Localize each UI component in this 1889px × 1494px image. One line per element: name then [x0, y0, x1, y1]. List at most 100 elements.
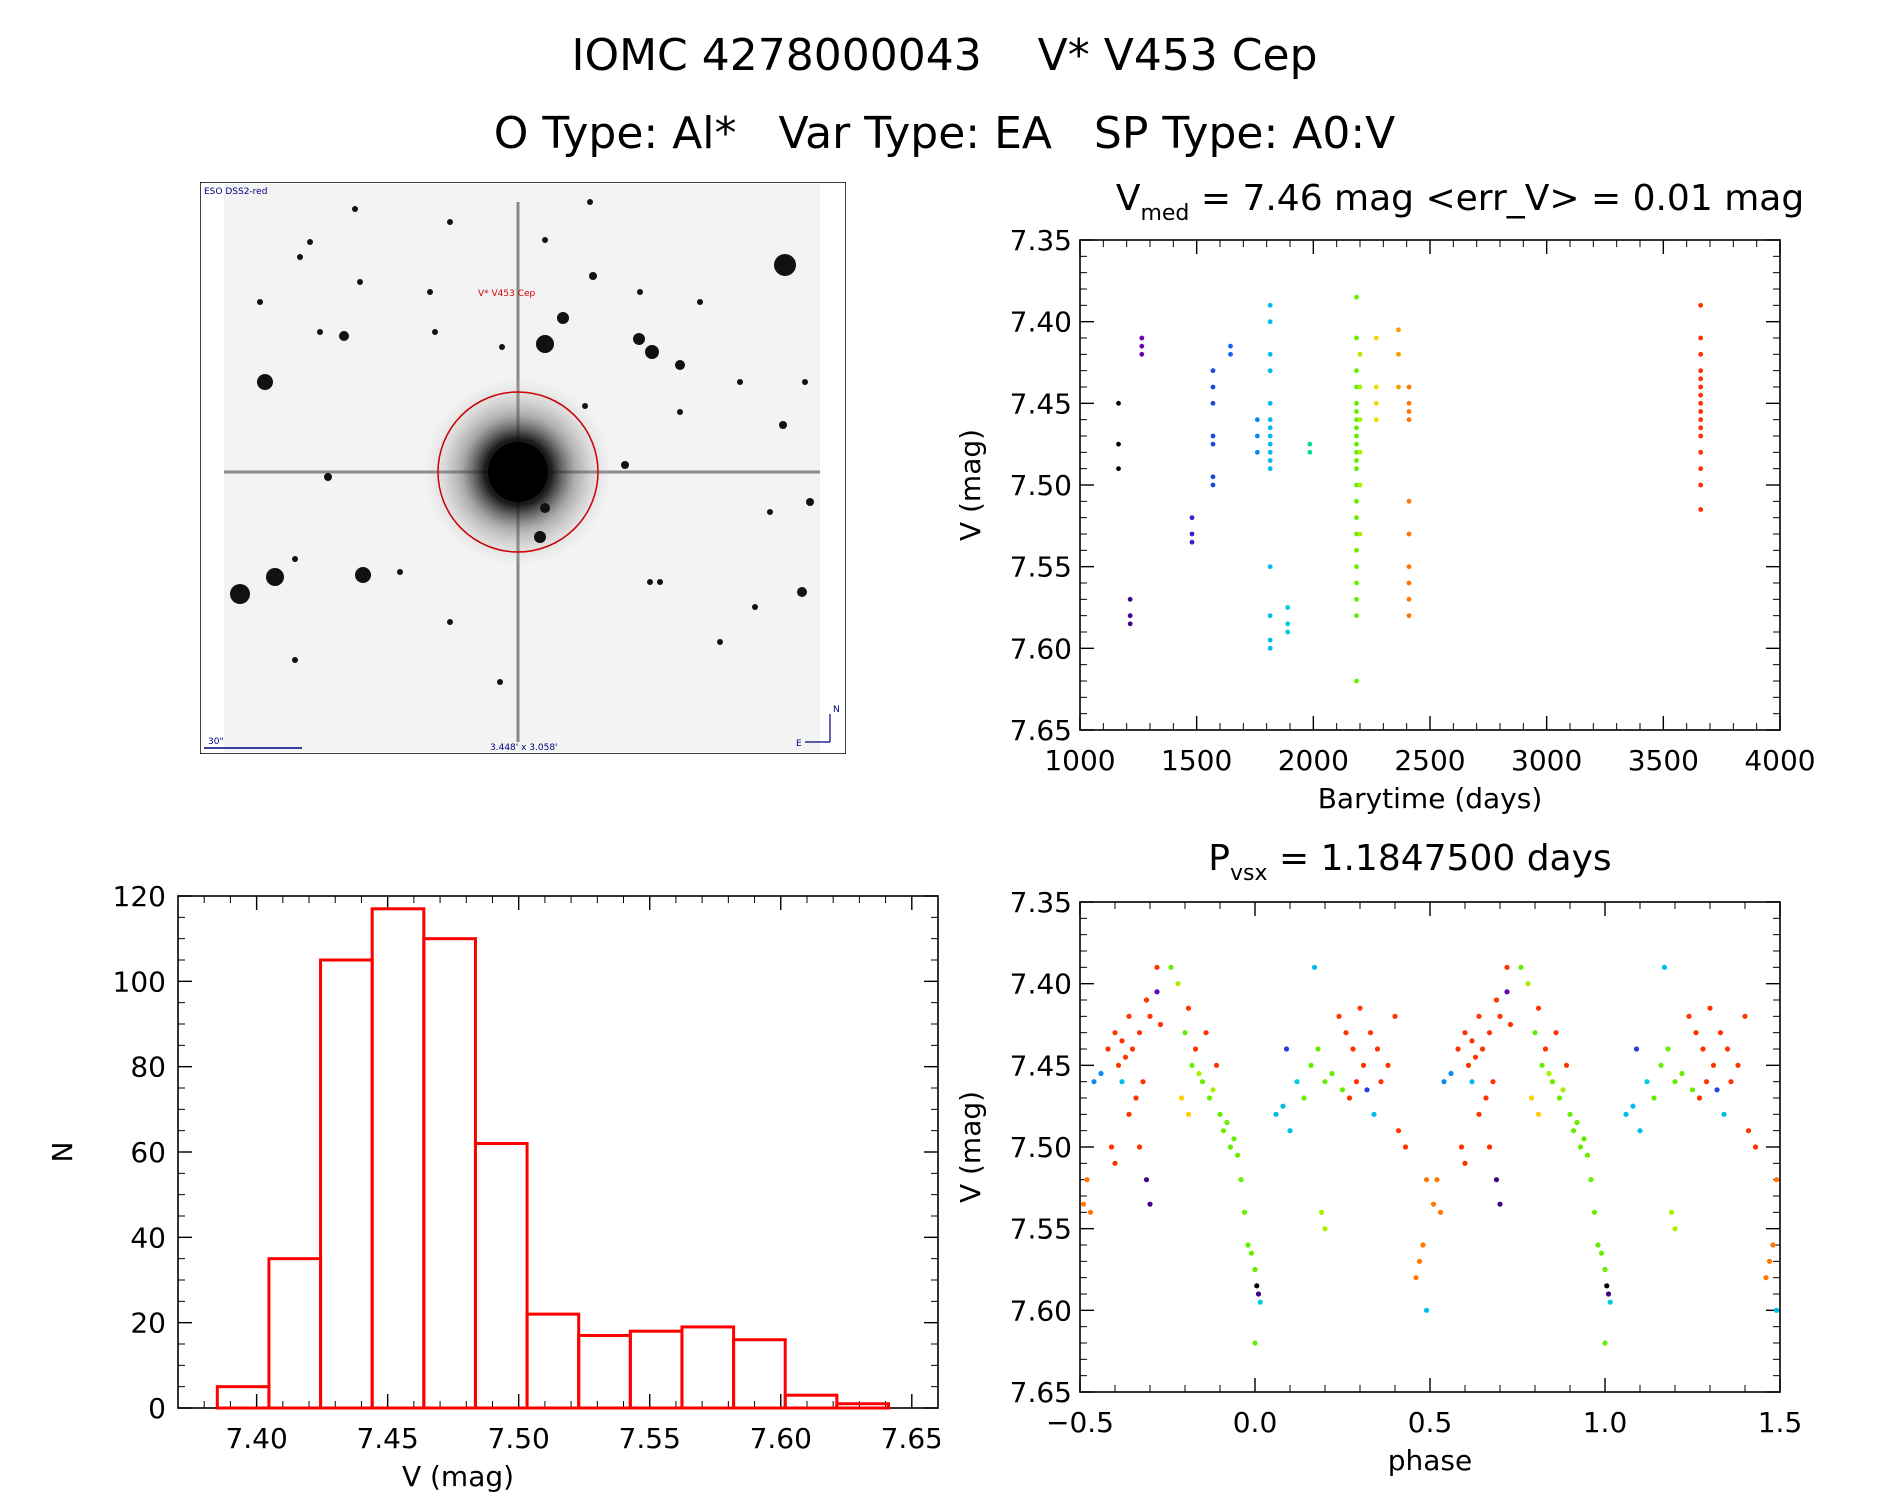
data-point	[1210, 482, 1216, 488]
x-tick-label: 3000	[1511, 744, 1582, 777]
data-point	[1354, 498, 1359, 504]
data-point	[1518, 964, 1524, 970]
data-point	[1595, 1242, 1601, 1248]
data-point	[1396, 351, 1401, 357]
data-point	[1308, 1062, 1314, 1068]
x-tick-label: 1000	[1044, 744, 1115, 777]
y-tick-label: 7.50	[1010, 469, 1072, 502]
data-point	[1406, 531, 1412, 537]
y-axis-label: V (mag)	[954, 429, 987, 541]
field-star	[324, 473, 332, 481]
data-point	[1420, 1242, 1426, 1248]
data-point	[1252, 1266, 1258, 1273]
data-point	[1267, 564, 1273, 570]
data-point	[1157, 1021, 1164, 1028]
field-stars	[230, 199, 814, 685]
y-tick-label: 7.65	[1010, 1376, 1072, 1409]
field-star	[633, 333, 645, 345]
field-star	[292, 556, 298, 562]
y-tick-label: 0	[148, 1392, 166, 1425]
y-tick-label: 7.35	[1010, 886, 1072, 919]
data-point	[1139, 335, 1145, 341]
data-point	[1469, 1038, 1475, 1044]
data-point	[1714, 1087, 1720, 1093]
data-point	[1267, 441, 1273, 447]
x-axis-label: Barytime (days)	[1318, 782, 1543, 815]
data-point	[1357, 417, 1363, 423]
y-tick-label: 7.40	[1010, 968, 1072, 1001]
data-point	[1285, 629, 1291, 635]
compass-north-label: N	[833, 705, 840, 715]
data-point	[1591, 1209, 1598, 1215]
field-star	[292, 657, 298, 663]
data-point	[1354, 441, 1359, 447]
data-point	[1357, 482, 1363, 488]
data-point	[1353, 1079, 1360, 1085]
chart-title-line-2: O Type: Al* Var Type: EA SP Type: A0:V	[493, 108, 1396, 159]
x-tick-label: 7.45	[356, 1422, 418, 1455]
data-point	[1354, 515, 1359, 521]
data-point	[1437, 1209, 1444, 1215]
data-point	[1588, 1177, 1594, 1183]
data-point	[1752, 1144, 1759, 1150]
data-point	[1210, 433, 1216, 439]
data-point	[1373, 417, 1379, 423]
data-point	[1143, 997, 1150, 1003]
data-point	[1336, 1013, 1342, 1019]
x-tick-label: 2500	[1394, 744, 1465, 777]
data-point	[1745, 1128, 1752, 1134]
data-point	[1357, 1005, 1363, 1011]
data-point	[1476, 1013, 1482, 1019]
data-point	[1238, 1177, 1244, 1183]
data-point	[1710, 1062, 1717, 1068]
data-point	[1210, 400, 1216, 406]
field-star	[779, 421, 787, 429]
data-point	[1658, 1062, 1664, 1068]
sky-image-panel: ESO DSS2-red V* V453 Cep 30" 3.448' x 3.…	[200, 182, 846, 754]
data-point	[1605, 1291, 1612, 1297]
data-point	[1267, 400, 1273, 406]
data-point	[1574, 1119, 1580, 1126]
data-point	[1698, 409, 1704, 414]
data-point	[1267, 458, 1273, 463]
data-point	[1357, 449, 1363, 455]
field-star	[802, 379, 808, 385]
histogram-bar	[215, 1385, 271, 1410]
field-star	[355, 567, 371, 583]
y-axis-label: V (mag)	[954, 1091, 987, 1203]
data-point	[1210, 368, 1216, 374]
data-point	[1698, 417, 1704, 423]
x-tick-label: 7.55	[619, 1422, 681, 1455]
data-point	[1182, 1030, 1188, 1036]
data-point	[1267, 645, 1273, 651]
data-point	[1254, 1283, 1260, 1289]
y-axis-label: N	[46, 1142, 79, 1163]
data-point	[1119, 1038, 1125, 1044]
data-point	[1245, 1242, 1251, 1248]
field-star	[697, 299, 703, 305]
field-star	[339, 331, 349, 341]
data-point	[1766, 1258, 1773, 1264]
data-point	[1228, 343, 1233, 349]
data-point	[1549, 1079, 1556, 1085]
data-point	[1402, 1144, 1409, 1150]
data-point	[1196, 1070, 1202, 1077]
y-tick-label: 40	[130, 1221, 166, 1254]
data-point	[1354, 384, 1359, 390]
field-star	[317, 329, 323, 335]
y-tick-label: 100	[113, 965, 166, 998]
data-point	[1698, 449, 1704, 455]
data-point	[1127, 613, 1133, 619]
data-point	[1434, 1177, 1440, 1183]
data-point	[1604, 1283, 1610, 1289]
data-point	[1698, 302, 1704, 308]
data-point	[1553, 1030, 1559, 1036]
data-point	[1254, 449, 1260, 455]
data-point	[1267, 466, 1273, 472]
data-point	[1735, 1062, 1741, 1068]
data-point	[1448, 1070, 1454, 1077]
data-point	[1322, 1079, 1328, 1085]
scale-label: 30"	[208, 737, 224, 747]
x-tick-label: 7.50	[488, 1422, 550, 1455]
field-star	[557, 312, 569, 324]
